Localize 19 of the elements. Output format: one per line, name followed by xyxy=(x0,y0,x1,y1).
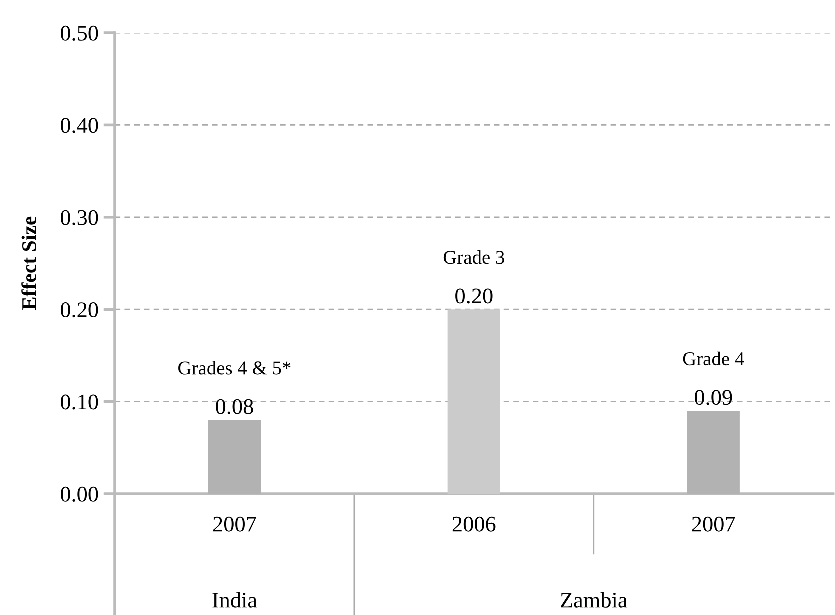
y-tick-label: 0.10 xyxy=(60,394,98,410)
bar xyxy=(448,310,501,494)
y-tick-label: 0.40 xyxy=(60,118,98,134)
y-tick-label: 0.20 xyxy=(60,302,98,318)
data-label: 0.20 xyxy=(456,288,493,304)
x-tick-label: 2007 xyxy=(692,516,736,532)
text: Zambia xyxy=(561,592,628,608)
annotation: Grade 3 xyxy=(444,250,504,264)
annotation: Grades 4 & 5* xyxy=(178,361,291,375)
x-tick-label: 2007 xyxy=(213,516,256,532)
y-tick-label: 0.30 xyxy=(60,210,98,226)
y-tick-label: 0.50 xyxy=(60,26,98,42)
y-tick-label: 0.00 xyxy=(60,486,98,502)
data-label: 0.09 xyxy=(695,390,732,406)
y-axis-title: Effect Size xyxy=(22,216,36,310)
text: India xyxy=(212,592,258,608)
annotation: Grade 4 xyxy=(683,352,744,366)
x-tick-label: 2006 xyxy=(452,516,496,532)
data-label: 0.08 xyxy=(216,399,254,414)
